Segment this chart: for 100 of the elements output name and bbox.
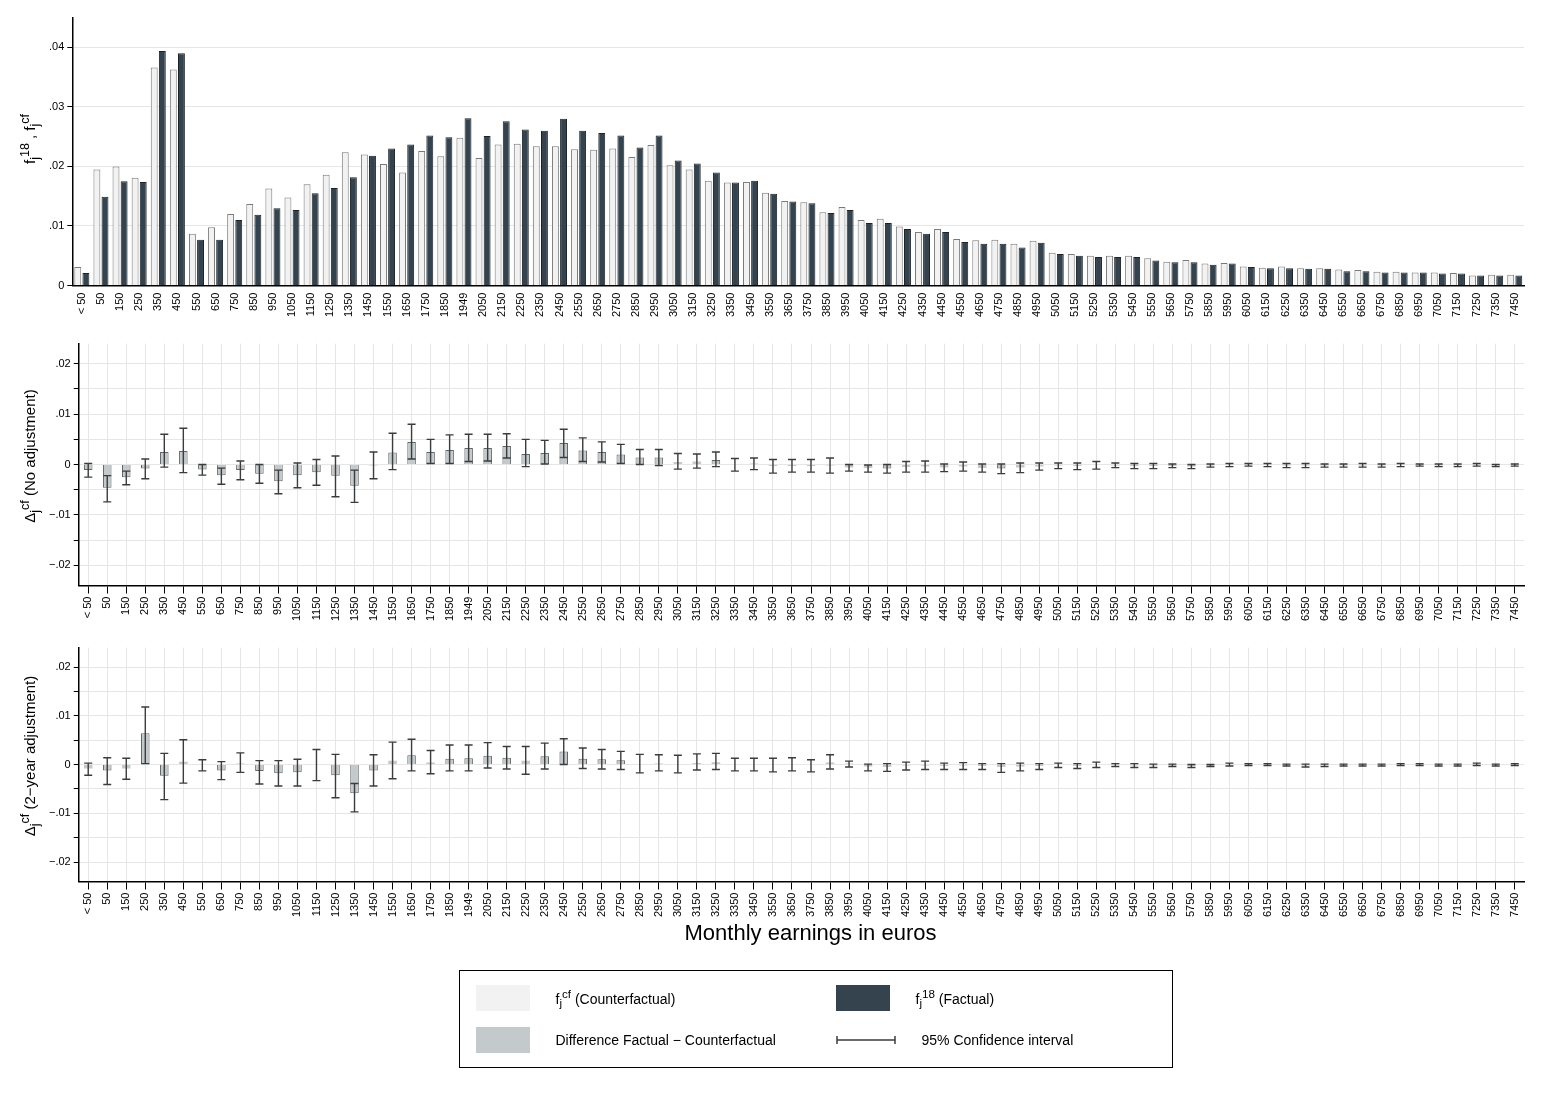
x-tick-label: 5750 [1183, 292, 1195, 318]
x-tick-label: 4250 [899, 892, 912, 918]
x-tick-label: 6350 [1298, 596, 1311, 622]
y-tick-label: .03 [48, 99, 65, 112]
x-tick-label: 4150 [880, 892, 893, 918]
x-tick-label: 1750 [423, 892, 436, 918]
x-tick-label: 7150 [1450, 292, 1463, 318]
x-tick-label: 7050 [1431, 292, 1444, 318]
x-tick-label: 2150 [495, 292, 508, 318]
x-tick-label: 6850 [1393, 292, 1406, 318]
x-tick-label: 1350 [347, 596, 360, 622]
x-tick-label: 3350 [727, 596, 740, 622]
x-tick-label: 1650 [404, 596, 417, 622]
x-tick-label: 7150 [1450, 892, 1463, 918]
x-tick-label: 6850 [1393, 892, 1406, 918]
x-tick-label: 750 [227, 292, 240, 311]
x-tick-label: 3750 [804, 596, 817, 622]
x-tick-label: 2050 [476, 292, 489, 318]
x-tick-label: 3450 [746, 596, 759, 622]
x-tick-label: 6850 [1393, 596, 1406, 622]
x-tick-label: 4650 [972, 292, 985, 318]
x-tick-label: < 50 [81, 892, 94, 915]
x-tick-label: 5850 [1203, 596, 1216, 622]
y-tick-label: −.02 [49, 855, 71, 868]
x-tick-label: 1850 [437, 292, 450, 318]
x-tick-label: 50 [93, 292, 106, 305]
x-tick-label: 3050 [670, 596, 683, 622]
x-tick-label: 1350 [347, 892, 360, 918]
x-tick-label: 350 [157, 892, 170, 911]
x-tick-label: 150 [119, 892, 132, 911]
x-tick-label: 2350 [533, 292, 546, 318]
x-tick-label: 3950 [839, 292, 852, 318]
x-tick-label: 5550 [1146, 596, 1159, 622]
x-tick-label: 4950 [1030, 292, 1043, 318]
x-tick-label: 5350 [1108, 596, 1121, 622]
x-tick-label: 1550 [385, 596, 398, 622]
x-tick-label: 1450 [366, 596, 379, 622]
x-tick-label: 3250 [705, 292, 718, 318]
x-tick-label: 1949 [461, 596, 474, 622]
x-tick-label: 3450 [746, 892, 759, 918]
x-tick-label: 1550 [385, 892, 398, 918]
x-tick-label: 1450 [361, 292, 374, 318]
x-tick-label: 4550 [953, 292, 966, 318]
x-tick-label: 6450 [1316, 292, 1329, 318]
x-tick-label: 7250 [1469, 892, 1482, 918]
x-tick-label: 6650 [1355, 596, 1368, 622]
y-tick-label: .02 [55, 356, 71, 369]
x-tick-label: 3550 [765, 892, 778, 918]
x-tick-label: 4750 [991, 292, 1004, 318]
x-tick-label: 550 [195, 596, 208, 615]
x-tick-label: 1850 [442, 892, 455, 918]
x-tick-label: 6050 [1241, 892, 1254, 918]
x-tick-label: 5950 [1222, 596, 1235, 622]
x-tick-label: 7450 [1507, 596, 1520, 622]
x-tick-label: 850 [252, 596, 265, 615]
x-tick-label: 50 [100, 892, 113, 905]
x-tick-label: 7350 [1488, 292, 1501, 318]
y-tick-label: 0 [58, 278, 65, 291]
x-tick-label: 2650 [590, 292, 603, 318]
x-tick-label: 550 [195, 892, 208, 911]
x-tick-label: 6050 [1240, 292, 1253, 318]
x-tick-label: 3450 [743, 292, 756, 318]
x-tick-label: 6350 [1297, 292, 1310, 318]
x-tick-label: 3350 [724, 292, 737, 318]
x-tick-label: 5650 [1163, 292, 1176, 318]
x-tick-label: 4450 [937, 596, 950, 622]
y-tick-label: −.01 [49, 508, 71, 520]
x-tick-label: 5050 [1051, 892, 1064, 918]
legend-label: f$_{j}$$^{18}$ (Factual) [915, 986, 995, 1010]
x-tick-label: 1250 [328, 596, 341, 622]
x-tick-label: 3550 [765, 596, 778, 622]
x-tick-label: 4750 [994, 596, 1007, 622]
x-tick-label: 4750 [994, 892, 1007, 918]
x-tick-label: 4150 [880, 596, 893, 622]
x-tick-label: 1650 [399, 292, 412, 318]
x-tick-label: 250 [132, 292, 145, 311]
x-tick-label: 4850 [1013, 892, 1026, 918]
x-tick-label: 4450 [937, 892, 950, 918]
x-tick-label: 6650 [1354, 292, 1367, 318]
x-tick-label: 2250 [518, 596, 531, 622]
x-tick-label: 5550 [1146, 892, 1159, 918]
x-tick-label: 350 [151, 292, 164, 311]
x-tick-label: 7350 [1488, 596, 1501, 622]
x-tick-label: 3250 [708, 892, 721, 918]
x-tick-label: 2950 [648, 292, 661, 318]
x-tick-label: 4150 [877, 292, 890, 318]
x-tick-label: 5850 [1203, 892, 1216, 918]
x-tick-label: 6450 [1317, 892, 1330, 918]
x-tick-label: < 50 [74, 292, 87, 315]
x-tick-label: 3850 [823, 892, 836, 918]
x-tick-label: 650 [214, 596, 227, 615]
x-tick-label: 3050 [667, 292, 680, 318]
x-tick-label: 5350 [1106, 292, 1119, 318]
x-tick-label: 1949 [456, 292, 469, 318]
x-tick-label: 5250 [1089, 596, 1102, 622]
x-tick-label: 3150 [686, 292, 699, 318]
x-tick-label: 5150 [1070, 892, 1083, 918]
x-tick-label: 2250 [514, 292, 527, 318]
x-tick-label: 6550 [1335, 292, 1348, 318]
legend-label: Difference Factual − Counterfactual [555, 1032, 776, 1048]
